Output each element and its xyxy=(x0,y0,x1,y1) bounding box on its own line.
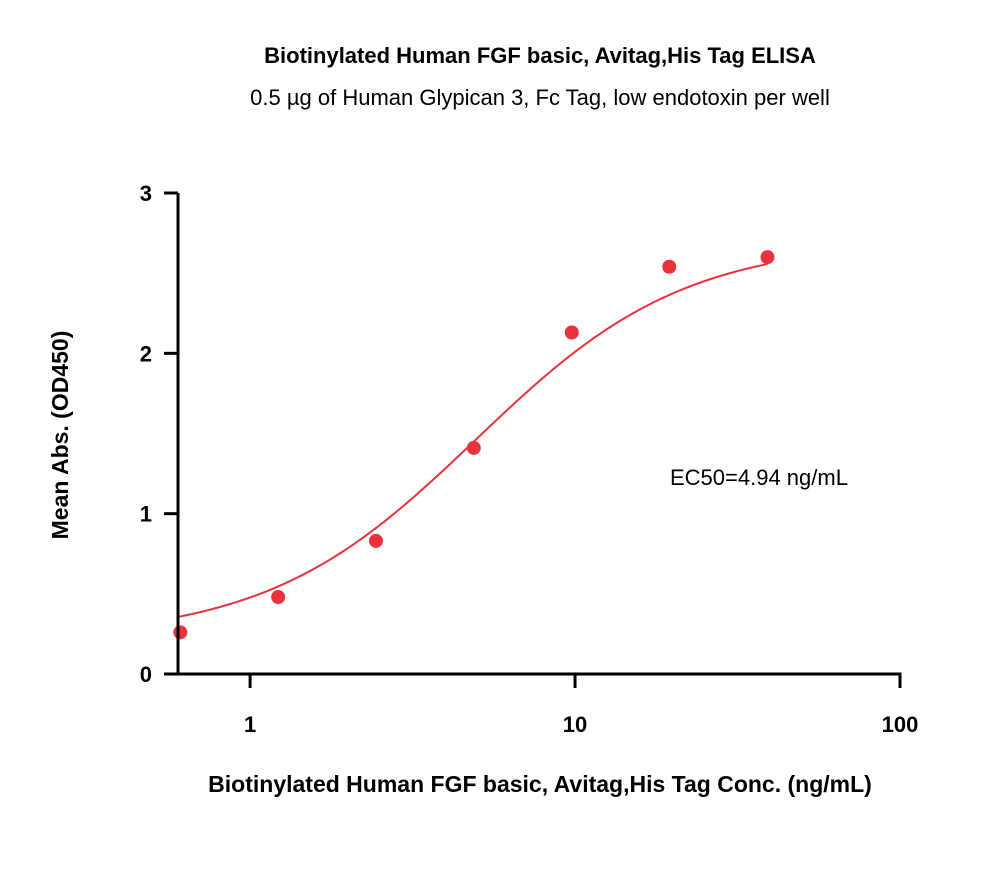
chart-subtitle: 0.5 µg of Human Glypican 3, Fc Tag, low … xyxy=(250,85,830,110)
chart-title: Biotinylated Human FGF basic, Avitag,His… xyxy=(264,43,816,68)
x-tick-label: 10 xyxy=(563,712,587,737)
fit-curve xyxy=(177,263,768,618)
data-point xyxy=(173,625,188,640)
y-tick-label: 3 xyxy=(140,181,152,206)
ec50-annotation: EC50=4.94 ng/mL xyxy=(670,465,848,490)
data-point xyxy=(662,259,677,274)
x-tick-label: 100 xyxy=(882,712,919,737)
y-tick-label: 2 xyxy=(140,341,152,366)
plot-area: 0 1 2 3 1 10 100 xyxy=(140,181,919,737)
x-axis-label: Biotinylated Human FGF basic, Avitag,His… xyxy=(208,771,872,797)
data-point xyxy=(466,440,481,455)
y-tick-label: 1 xyxy=(140,502,152,527)
y-tick-label: 0 xyxy=(140,662,152,687)
y-axis-label: Mean Abs. (OD450) xyxy=(47,331,73,540)
data-point xyxy=(368,533,383,548)
data-point xyxy=(564,325,579,340)
data-point xyxy=(271,590,286,605)
data-point xyxy=(760,250,775,265)
x-tick-label: 1 xyxy=(244,712,256,737)
